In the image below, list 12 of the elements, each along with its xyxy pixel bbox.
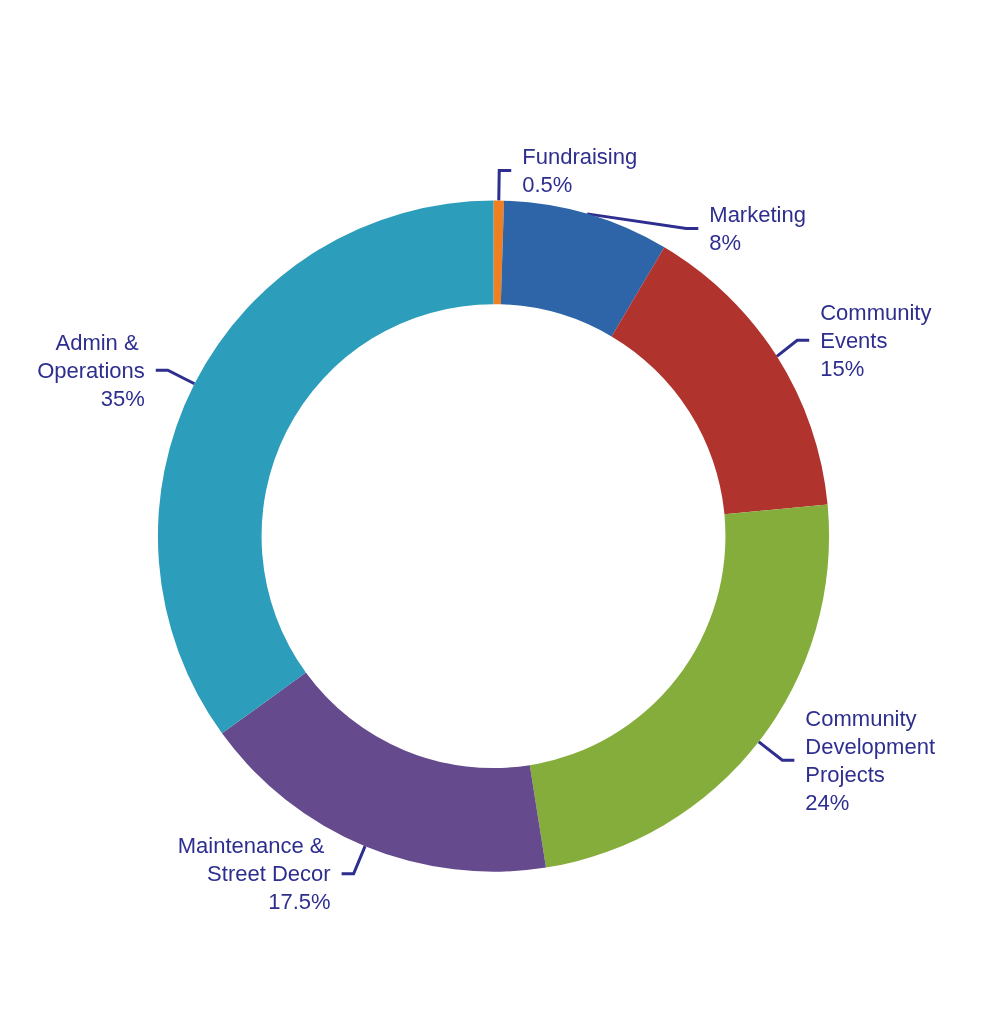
slice-label: Marketing [709, 202, 806, 228]
slice-label: Community Development Projects [805, 705, 942, 787]
slice-label: Community Events [820, 299, 938, 353]
data-label: 24% [805, 789, 850, 815]
slice-label: Fundraising [522, 144, 638, 170]
slice-label: Maintenance & Street Decor [177, 833, 331, 887]
slice-label: Admin & Operations [37, 329, 145, 383]
data-label: 0.5% [522, 172, 573, 198]
data-label: 8% [709, 230, 742, 256]
data-label: 15% [820, 355, 865, 381]
data-label: 35% [100, 385, 145, 411]
data-label: 17.5% [268, 889, 331, 915]
